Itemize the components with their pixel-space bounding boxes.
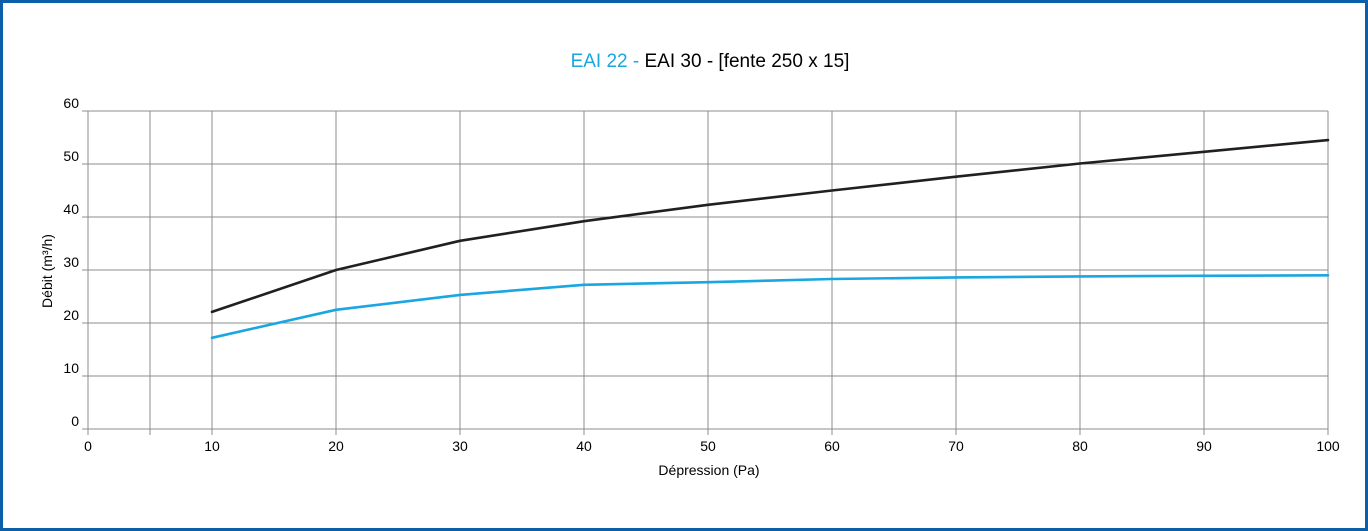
x-tick-label-60: 60 [824, 438, 840, 454]
x-tick-label-30: 30 [452, 438, 468, 454]
x-tick-label-80: 80 [1072, 438, 1088, 454]
y-axis-label: Débit (m³/h) [39, 234, 55, 308]
y-tick-label-50: 50 [63, 148, 79, 164]
y-tick-label-0: 0 [71, 413, 79, 429]
x-tick-label-50: 50 [700, 438, 716, 454]
y-tick-label-20: 20 [63, 307, 79, 323]
series-line-eai-30 [210, 138, 1330, 314]
series-layer [210, 138, 1330, 340]
x-tick-label-40: 40 [576, 438, 592, 454]
x-tick-label-20: 20 [328, 438, 344, 454]
grid [82, 110, 1329, 435]
y-tick-label-30: 30 [63, 254, 79, 270]
x-tick-label-70: 70 [948, 438, 964, 454]
y-tick-label-60: 60 [63, 95, 79, 111]
chart-title-part-eai30: EAI 30 - [fente 250 x 15] [645, 51, 850, 72]
x-tick-label-90: 90 [1196, 438, 1212, 454]
y-tick-label-10: 10 [63, 360, 79, 376]
y-tick-label-40: 40 [63, 201, 79, 217]
chart-title-part-eai22: EAI 22 - [571, 51, 645, 72]
chart-title: EAI 22 - EAI 30 - [fente 250 x 15] [571, 51, 850, 72]
x-tick-label-10: 10 [204, 438, 220, 454]
ticks: 0 10 20 30 40 50 60 70 80 90 100 0 10 20 30 40 50 60 [63, 95, 1339, 454]
x-tick-label-0: 0 [84, 438, 92, 454]
series-line-eai-22 [210, 273, 1330, 340]
x-axis-label: Dépression (Pa) [658, 462, 759, 478]
x-tick-label-100: 100 [1316, 438, 1340, 454]
